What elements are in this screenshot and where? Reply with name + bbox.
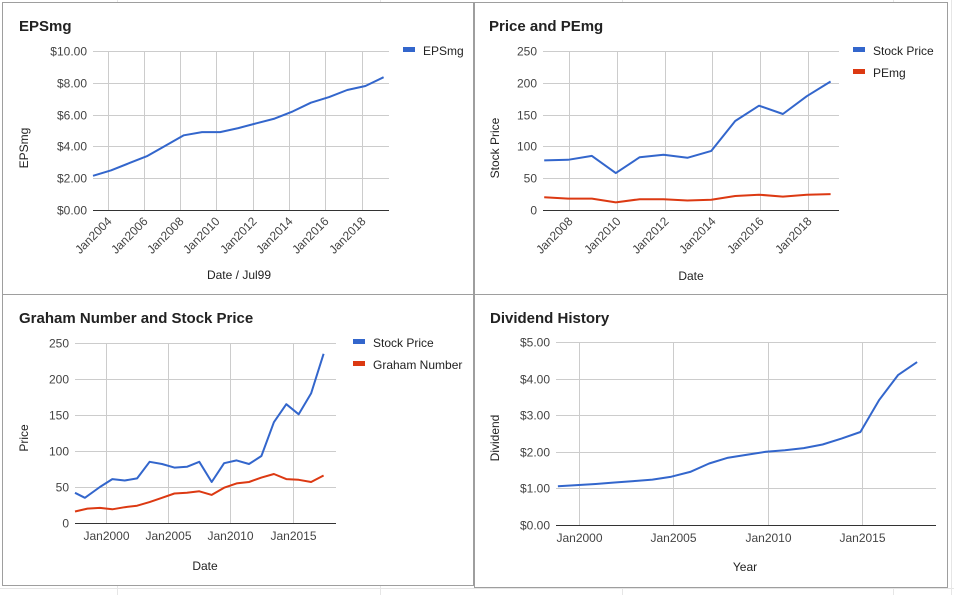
x-tick-label: Jan2010 [745, 531, 791, 545]
y-tick-label: $0.00 [520, 519, 550, 533]
y-axis-title: Dividend [488, 415, 502, 462]
series-line-pemg [544, 193, 831, 204]
chart-title: Price and PEmg [489, 18, 603, 35]
x-tick-label: Jan2008 [144, 214, 187, 257]
eps-chart: EPSmg $0.00 $2.00 $4.00 $6.00 $8.00 $10.00 Jan… [17, 18, 464, 282]
chart-title: Graham Number and Stock Price [19, 310, 253, 327]
graham-chart-panel: Graham Number and Stock Price 0 50 100 150 2… [2, 294, 474, 586]
series-line-graham-number [74, 473, 325, 513]
eps-chart-panel: EPSmg $0.00 $2.00 $4.00 $6.00 $8.00 $10.00 Jan… [2, 2, 474, 295]
x-tick-label: Jan2016 [724, 214, 767, 257]
legend-swatch [403, 47, 415, 52]
x-tick-label: Jan2005 [650, 531, 696, 545]
y-axis-title: Stock Price [488, 117, 502, 178]
x-axis-title: Year [733, 560, 757, 574]
series-line-stock-price [74, 353, 325, 499]
y-tick-label: 150 [517, 109, 537, 123]
y-tick-label: 100 [517, 140, 537, 154]
series-line-epsmg [92, 76, 385, 177]
y-tick-label: 200 [517, 77, 537, 91]
y-tick-label: 250 [49, 337, 69, 351]
legend-swatch [353, 339, 365, 344]
x-tick-label: Jan2006 [108, 214, 151, 257]
y-tick-label: 50 [56, 481, 70, 495]
x-tick-label: Jan2014 [676, 214, 719, 257]
x-tick-label: Jan2005 [145, 529, 191, 543]
dividend-chart-panel: Dividend History $0.00 $1.00 $2.00 $3.00 $4.… [474, 294, 948, 588]
chart-title: Dividend History [490, 310, 610, 327]
chart-title: EPSmg [19, 18, 72, 35]
y-tick-label: $2.00 [520, 446, 550, 460]
x-tick-label: Jan2010 [207, 529, 253, 543]
price-pe-chart-panel: Price and PEmg 0 50 100 150 200 250 Jan2008 Jan… [474, 2, 948, 295]
x-tick-label: Jan2008 [533, 214, 576, 257]
y-tick-label: 0 [530, 204, 537, 218]
y-tick-label: 150 [49, 409, 69, 423]
x-tick-label: Jan2018 [772, 214, 815, 257]
x-tick-label: Jan2010 [581, 214, 624, 257]
legend-label: PEmg [873, 66, 906, 80]
x-tick-label: Jan2000 [83, 529, 129, 543]
x-tick-label: Jan2012 [217, 214, 260, 257]
x-tick-label: Jan2015 [839, 531, 885, 545]
x-tick-label: Jan2015 [270, 529, 316, 543]
x-axis-title: Date / Jul99 [207, 268, 271, 282]
y-axis-title: Price [17, 424, 31, 452]
y-tick-label: 100 [49, 445, 69, 459]
legend-label: EPSmg [423, 44, 464, 58]
graham-chart: Graham Number and Stock Price 0 50 100 150 2… [17, 310, 462, 573]
y-tick-label: $10.00 [50, 45, 87, 59]
y-tick-label: $0.00 [57, 204, 87, 218]
legend-swatch [853, 47, 865, 52]
x-tick-label: Jan2000 [556, 531, 602, 545]
x-tick-label: Jan2004 [72, 214, 115, 257]
y-tick-label: $4.00 [57, 140, 87, 154]
x-axis-title: Date [192, 559, 218, 573]
y-tick-label: 200 [49, 373, 69, 387]
series-line-stock-price [544, 80, 832, 175]
x-tick-label: Jan2012 [629, 214, 672, 257]
y-tick-label: $4.00 [520, 373, 550, 387]
y-tick-label: 250 [517, 45, 537, 59]
legend-label: Graham Number [373, 358, 462, 372]
x-tick-label: Jan2018 [326, 214, 369, 257]
y-tick-label: $6.00 [57, 109, 87, 123]
x-tick-label: Jan2014 [253, 214, 296, 257]
dividend-chart: Dividend History $0.00 $1.00 $2.00 $3.00 $4.… [488, 310, 936, 574]
y-tick-label: $3.00 [520, 409, 550, 423]
y-tick-label: 50 [524, 172, 538, 186]
x-axis-title: Date [678, 269, 704, 283]
y-tick-label: $1.00 [520, 482, 550, 496]
y-tick-label: $8.00 [57, 77, 87, 91]
y-tick-label: $5.00 [520, 336, 550, 350]
legend-label: Stock Price [373, 336, 434, 350]
y-tick-label: 0 [62, 517, 69, 531]
legend-swatch [353, 361, 365, 366]
legend-swatch [853, 69, 865, 74]
series-line-dividend [557, 361, 918, 488]
x-tick-label: Jan2016 [289, 214, 332, 257]
legend-label: Stock Price [873, 44, 934, 58]
y-axis-title: EPSmg [17, 128, 31, 169]
y-tick-label: $2.00 [57, 172, 87, 186]
x-tick-label: Jan2010 [180, 214, 223, 257]
